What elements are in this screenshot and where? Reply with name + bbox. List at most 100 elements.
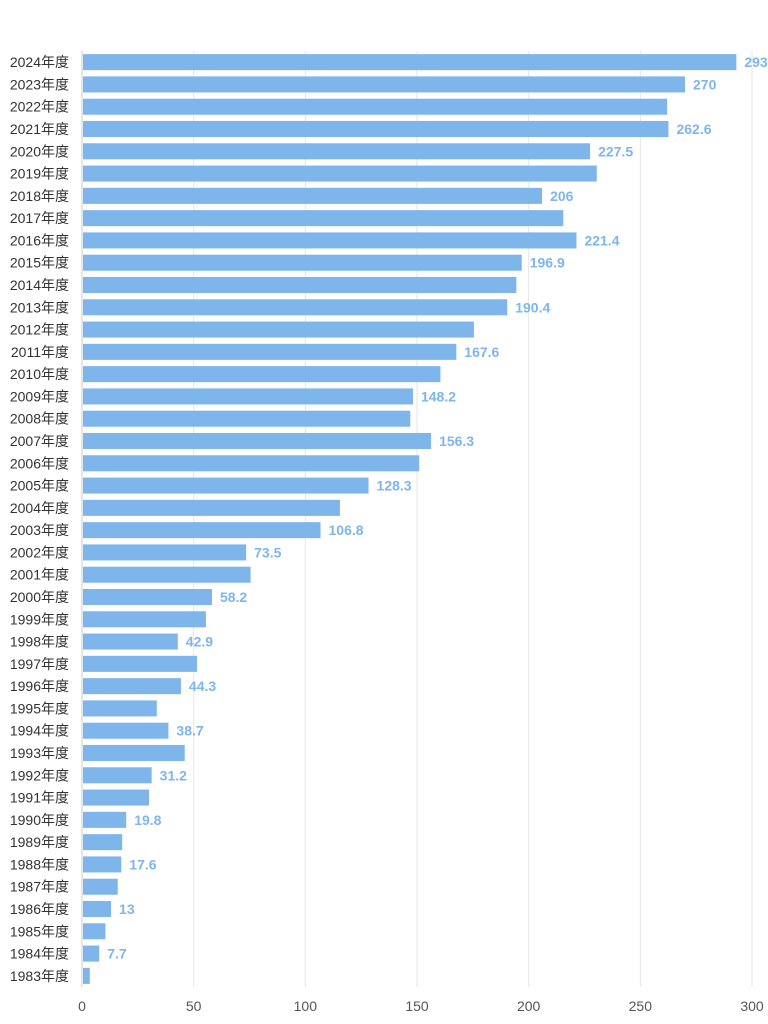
category-label: 2021年度 <box>10 121 69 137</box>
category-label: 2017年度 <box>10 210 69 226</box>
bar <box>83 900 112 918</box>
category-label: 2020年度 <box>10 143 69 159</box>
bar <box>83 455 420 472</box>
category-label: 1998年度 <box>10 634 69 650</box>
bar <box>83 722 169 739</box>
data-label: 58.2 <box>220 589 247 605</box>
category-label: 1984年度 <box>10 946 69 962</box>
category-label: 1991年度 <box>10 790 69 806</box>
bar <box>83 254 522 271</box>
category-label: 2012年度 <box>10 322 69 338</box>
bar <box>83 789 149 806</box>
category-label: 1995年度 <box>10 700 69 716</box>
category-label: 1989年度 <box>10 834 69 850</box>
bar <box>83 700 157 717</box>
category-label: 1988年度 <box>10 856 69 872</box>
data-label: 38.7 <box>176 723 203 739</box>
bar <box>83 432 432 450</box>
bar <box>83 611 206 628</box>
grid-layer <box>193 51 753 987</box>
category-label: 2008年度 <box>10 411 69 427</box>
bar <box>83 120 669 138</box>
data-label: 7.7 <box>107 946 127 962</box>
data-label: 19.8 <box>134 812 161 828</box>
category-label: 2015年度 <box>10 255 69 271</box>
bar <box>83 388 413 405</box>
bar <box>83 276 517 294</box>
bar <box>83 165 597 182</box>
data-label: 206 <box>550 188 574 204</box>
bar <box>83 923 106 940</box>
category-label: 1992年度 <box>10 767 69 783</box>
category-label: 2016年度 <box>10 232 69 248</box>
category-label: 2013年度 <box>10 299 69 315</box>
data-label: 227.5 <box>598 143 633 159</box>
category-label: 2007年度 <box>10 433 69 449</box>
data-label: 156.3 <box>439 433 474 449</box>
x-tick-label: 300 <box>740 998 764 1014</box>
bar <box>83 143 591 160</box>
bar <box>83 678 181 695</box>
bar <box>83 834 123 851</box>
data-label: 31.2 <box>160 767 187 783</box>
bar <box>83 588 212 606</box>
bar <box>83 343 457 360</box>
category-label: 2018年度 <box>10 188 69 204</box>
bar <box>83 856 122 873</box>
category-label: 2003年度 <box>10 522 69 538</box>
bar <box>83 54 737 71</box>
x-tick-label: 150 <box>405 998 429 1014</box>
category-label: 2001年度 <box>10 567 69 583</box>
category-label: 2019年度 <box>10 166 69 182</box>
bar <box>83 232 577 249</box>
bar <box>83 878 118 895</box>
bar <box>83 967 90 984</box>
bar <box>83 299 508 316</box>
x-tick-label: 250 <box>629 998 653 1014</box>
data-label: 262.6 <box>676 121 711 137</box>
data-label: 128.3 <box>377 478 412 494</box>
bar <box>83 811 127 828</box>
category-label: 2014年度 <box>10 277 69 293</box>
axis-layer: 0 50 100 150 200 250 300 <box>78 51 764 1014</box>
data-label: 106.8 <box>329 522 364 538</box>
category-label: 1997年度 <box>10 656 69 672</box>
bar <box>83 366 441 383</box>
category-label: 1994年度 <box>10 723 69 739</box>
category-label: 1999年度 <box>10 611 69 627</box>
category-label: 2005年度 <box>10 478 69 494</box>
bar <box>83 544 247 561</box>
bar <box>83 945 100 962</box>
bar <box>83 655 198 672</box>
bar <box>83 522 321 539</box>
category-label: 2000年度 <box>10 589 69 605</box>
data-label: 190.4 <box>515 299 550 315</box>
category-label: 2024年度 <box>10 54 69 70</box>
category-label: 1987年度 <box>10 879 69 895</box>
data-label: 196.9 <box>530 255 565 271</box>
bars-layer <box>83 54 737 984</box>
category-label: 2023年度 <box>10 76 69 92</box>
category-label: 2006年度 <box>10 455 69 471</box>
data-label: 17.6 <box>129 856 156 872</box>
category-label: 2010年度 <box>10 366 69 382</box>
category-label: 1993年度 <box>10 745 69 761</box>
data-label: 293 <box>744 54 768 70</box>
x-tick-label: 0 <box>78 998 86 1014</box>
category-label: 1986年度 <box>10 901 69 917</box>
data-label: 167.6 <box>464 344 499 360</box>
x-tick-label: 200 <box>517 998 541 1014</box>
data-label: 73.5 <box>254 544 281 560</box>
bar <box>83 767 152 784</box>
bar <box>83 76 685 93</box>
bar <box>83 210 564 227</box>
category-label: 2022年度 <box>10 99 69 115</box>
bar <box>83 633 178 650</box>
data-label: 270 <box>693 76 717 92</box>
bar <box>83 187 543 204</box>
labels-layer: 2024年度 293 2023年度 270 2022年度 2021年度 262.6 2020年… <box>10 54 768 984</box>
category-label: 1990年度 <box>10 812 69 828</box>
data-label: 42.9 <box>186 634 213 650</box>
